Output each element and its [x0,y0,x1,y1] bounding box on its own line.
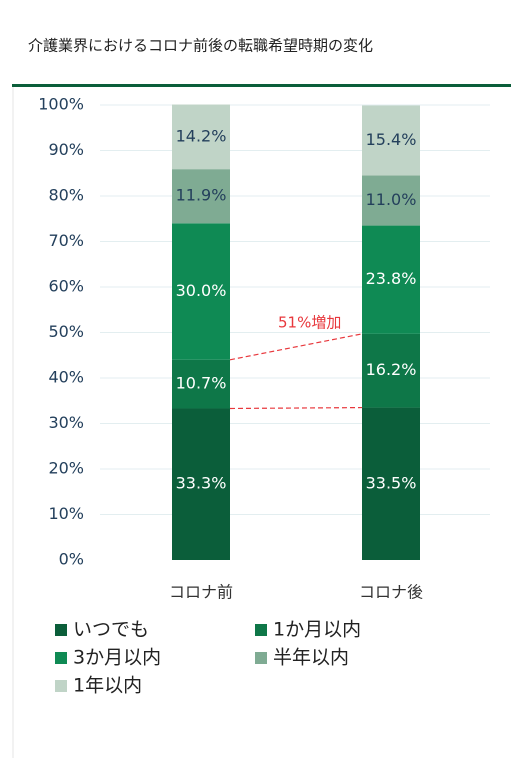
title-rule [12,84,511,87]
bar-segment [362,407,420,560]
y-tick-label: 40% [48,368,84,387]
value-label: 14.2% [176,126,227,145]
legend-label: 1か月以内 [273,619,361,641]
bar-segment [172,408,230,560]
value-label: 11.0% [366,190,417,209]
value-label: 23.8% [366,269,417,288]
y-tick-label: 10% [48,504,84,523]
bar-segment [172,104,230,170]
bar-segment [362,333,420,408]
y-tick-label: 30% [48,413,84,432]
legend-swatch [255,624,267,636]
annotation: 51%増加 [278,314,341,332]
y-tick-label: 100% [38,95,84,114]
y-tick-label: 50% [48,322,84,341]
y-tick-label: 60% [48,277,84,296]
legend-swatch [55,680,67,692]
y-tick-label: 80% [48,186,84,205]
x-tick-label: コロナ前 [169,583,233,602]
legend-label: 1年以内 [73,675,142,697]
connector-line [229,406,363,410]
x-tick-label: コロナ後 [359,583,423,602]
value-label: 16.2% [366,360,417,379]
bar-segment [362,105,420,176]
bar-segment [172,169,230,224]
y-tick-label: 70% [48,231,84,250]
bar-segment [172,359,230,409]
legend-swatch [55,652,67,664]
value-label: 33.3% [176,474,227,493]
y-tick-label: 90% [48,140,84,159]
bar-segment [172,223,230,360]
y-tick-label: 20% [48,459,84,478]
value-label: 30.0% [176,281,227,300]
y-tick-label: 0% [59,550,84,569]
legend-swatch [255,652,267,664]
connector-line [229,333,363,361]
value-label: 15.4% [366,130,417,149]
legend-label: 半年以内 [273,647,349,669]
legend-label: 3か月以内 [73,647,161,669]
bar-segment [362,225,420,334]
chart-title: 介護業界におけるコロナ前後の転職希望時期の変化 [28,37,373,55]
value-label: 10.7% [176,374,227,393]
value-label: 33.5% [366,473,417,492]
legend-label: いつでも [73,619,149,641]
bar-segment [362,175,420,226]
value-label: 11.9% [176,186,227,205]
legend-swatch [55,624,67,636]
